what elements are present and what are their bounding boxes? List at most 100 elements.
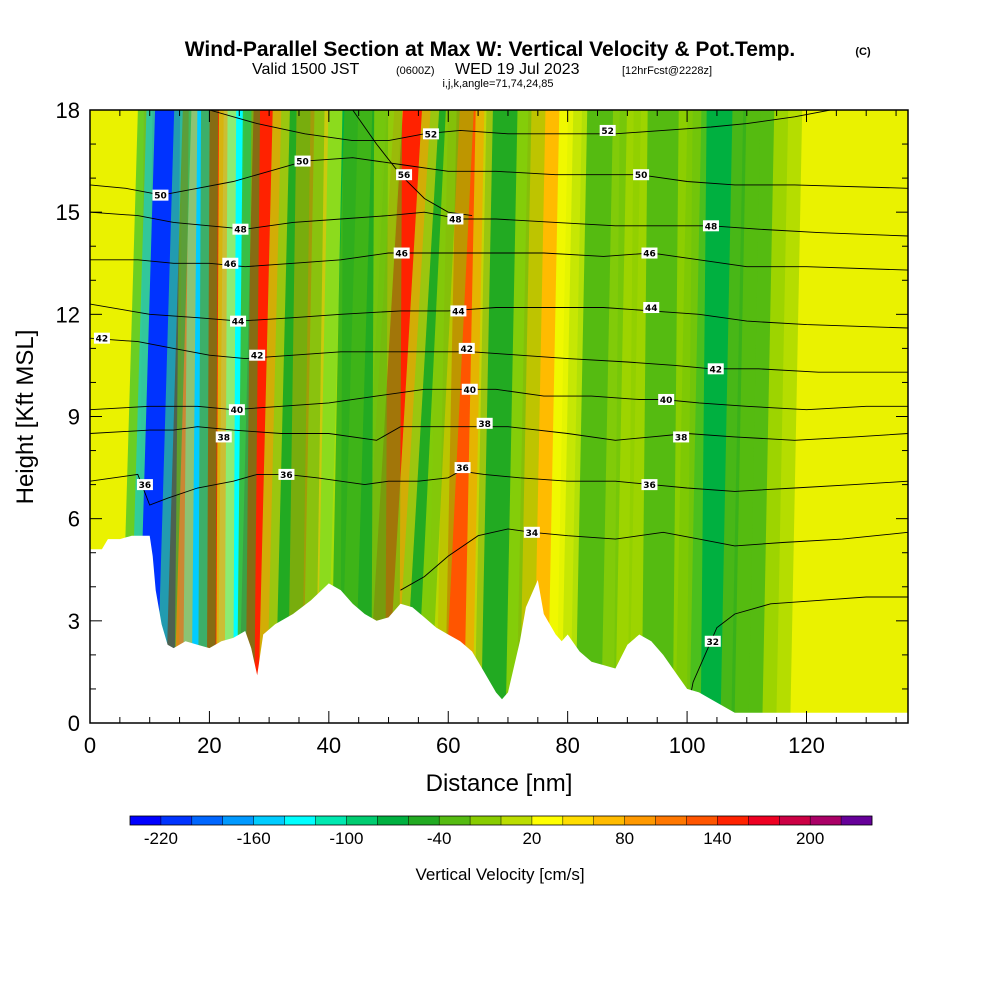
theta-contour-32 xyxy=(686,596,908,713)
y-tick-label: 9 xyxy=(68,405,80,430)
contour-label-42: 42 xyxy=(460,345,473,355)
colorbar-swatch xyxy=(624,816,656,825)
colorbar-swatch xyxy=(284,816,316,825)
contour-label-bg xyxy=(702,220,719,232)
contour-label-bg xyxy=(294,155,311,167)
contour-label-38: 38 xyxy=(478,420,491,430)
colorbar-tick-label: 20 xyxy=(522,829,541,848)
contour-label-bg xyxy=(422,128,439,140)
colorbar-swatch xyxy=(160,816,193,825)
theta-contour-56 xyxy=(352,110,473,217)
colorbar-tick-label: 200 xyxy=(796,829,824,848)
colorbar-label: Vertical Velocity [cm/s] xyxy=(415,865,584,884)
x-tick-label: 40 xyxy=(317,733,341,758)
theta-contour-46 xyxy=(90,252,908,271)
contour-label-32: 32 xyxy=(706,638,719,648)
contour-label-bg xyxy=(599,124,616,136)
contour-label-42: 42 xyxy=(96,335,109,345)
colorbar-swatch xyxy=(593,816,625,825)
x-tick-label: 100 xyxy=(669,733,706,758)
x-axis-ticks: 0 20 40 60 80 100 120 xyxy=(84,110,897,758)
y-tick-label: 3 xyxy=(68,609,80,634)
colorbar-tick-label: -160 xyxy=(237,829,271,848)
contour-label-40: 40 xyxy=(463,386,476,396)
colorbar-swatch xyxy=(717,816,749,825)
contour-label-bg xyxy=(232,223,249,235)
theta-contour-34 xyxy=(400,528,908,591)
contour-label-bg xyxy=(658,393,675,405)
colorbar-tick-label: -40 xyxy=(427,829,452,848)
contour-label-52: 52 xyxy=(601,127,614,137)
colorbar-swatch xyxy=(346,816,378,825)
contour-label-50: 50 xyxy=(635,171,648,181)
contour-label-bg xyxy=(228,404,245,416)
contour-label-34: 34 xyxy=(526,529,539,539)
x-tick-label: 0 xyxy=(84,733,96,758)
colorbar-swatch xyxy=(686,816,718,825)
subtitle-utc: (0600Z) xyxy=(396,65,435,77)
contour-label-bg xyxy=(633,169,650,181)
subtitle-forecast: [12hrFcst@2228z] xyxy=(622,65,712,77)
y-tick-label: 18 xyxy=(56,98,80,123)
contour-label-bg xyxy=(454,462,471,474)
subtitle-valid: Valid 1500 JST xyxy=(252,61,360,78)
colorbar-swatch xyxy=(562,816,595,825)
colorbar-tick-label: -220 xyxy=(144,829,178,848)
contour-label-bg xyxy=(450,305,467,317)
contour-label-bg xyxy=(707,363,724,375)
contour-label-bg xyxy=(278,468,295,480)
contour-label-50: 50 xyxy=(154,192,167,202)
theta-contour-50 xyxy=(90,157,908,196)
colorbar-swatch xyxy=(531,816,564,825)
colorbar-swatch xyxy=(779,816,811,825)
chart-title: Wind-Parallel Section at Max W: Vertical… xyxy=(185,38,796,61)
contour-label-bg xyxy=(152,189,169,201)
colorbar-swatch xyxy=(501,816,533,825)
contour-label-46: 46 xyxy=(395,250,408,260)
contour-label-50: 50 xyxy=(296,158,309,168)
colorbar-swatch xyxy=(191,816,224,825)
contour-label-40: 40 xyxy=(660,396,673,406)
y-tick-label: 12 xyxy=(56,302,80,327)
w-plume-16-band-0 xyxy=(641,110,679,723)
colorbar-swatch xyxy=(470,816,502,825)
colorbar-swatch xyxy=(408,816,440,825)
contour-label-bg xyxy=(704,635,721,647)
colorbar-swatch xyxy=(841,816,873,825)
colorbar-swatch xyxy=(130,816,162,825)
contour-label-bg xyxy=(222,257,239,269)
contour-label-bg xyxy=(673,431,690,443)
colorbar-swatch xyxy=(377,816,409,825)
colorbar-tick-label: 80 xyxy=(615,829,634,848)
y-tick-label: 6 xyxy=(68,507,80,532)
contour-label-bg xyxy=(393,247,410,259)
colorbar-swatch xyxy=(222,816,254,825)
theta-contour-36 xyxy=(90,470,908,506)
contour-label-40: 40 xyxy=(231,406,244,416)
contour-label-46: 46 xyxy=(643,250,656,260)
y-axis-label: Height [Kft MSL] xyxy=(12,330,39,505)
contour-label-46: 46 xyxy=(224,260,237,270)
contour-label-52: 52 xyxy=(425,130,438,140)
contour-label-bg xyxy=(93,332,110,344)
contour-label-bg xyxy=(641,247,658,259)
theta-contour-52 xyxy=(209,110,831,142)
colorbar-ticks: -220 -160 -100 -40 20 80 140 200 xyxy=(144,829,824,848)
x-tick-label: 120 xyxy=(788,733,825,758)
contour-label-bg xyxy=(230,315,247,327)
contour-label-bg xyxy=(523,526,540,538)
contour-label-bg xyxy=(249,349,266,361)
contour-label-48: 48 xyxy=(449,215,462,225)
contour-label-42: 42 xyxy=(251,352,264,362)
contour-label-bg xyxy=(643,302,660,314)
contour-label-36: 36 xyxy=(280,471,293,481)
contour-label-bg xyxy=(136,479,153,491)
contour-label-38: 38 xyxy=(217,433,230,443)
contour-label-48: 48 xyxy=(705,222,718,232)
contour-labels: 32 34 36 36 36 36 38 38 38 40 40 40 42 42 42 42 44 44 44 46… xyxy=(93,124,724,648)
colorbar-swatch xyxy=(439,816,471,825)
x-tick-label: 20 xyxy=(197,733,221,758)
contour-label-44: 44 xyxy=(452,307,465,317)
